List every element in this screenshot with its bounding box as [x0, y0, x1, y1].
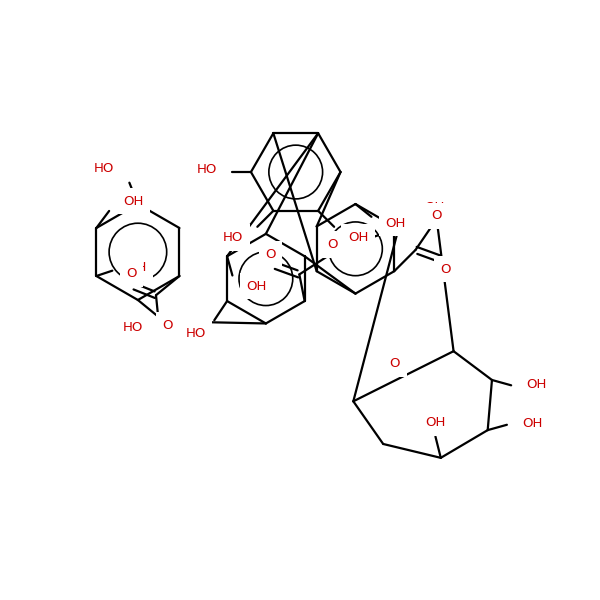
- Text: OH: OH: [385, 217, 406, 230]
- Text: O: O: [265, 248, 276, 260]
- Text: OH: OH: [348, 231, 368, 244]
- Text: OH: OH: [522, 417, 542, 430]
- Text: O: O: [327, 238, 338, 251]
- Text: HO: HO: [123, 320, 143, 334]
- Text: OH: OH: [126, 261, 146, 274]
- Text: OH: OH: [526, 378, 547, 391]
- Text: HO: HO: [196, 163, 217, 176]
- Text: OH: OH: [123, 195, 143, 208]
- Text: O: O: [389, 358, 400, 370]
- Text: O: O: [440, 263, 451, 275]
- Text: HO: HO: [94, 163, 115, 175]
- Text: O: O: [163, 319, 173, 332]
- Text: HO: HO: [223, 231, 244, 244]
- Text: HO: HO: [185, 326, 206, 340]
- Text: O: O: [431, 209, 442, 222]
- Text: OH: OH: [424, 201, 445, 214]
- Text: OH: OH: [425, 416, 446, 429]
- Text: OH: OH: [246, 280, 266, 293]
- Text: O: O: [126, 268, 137, 280]
